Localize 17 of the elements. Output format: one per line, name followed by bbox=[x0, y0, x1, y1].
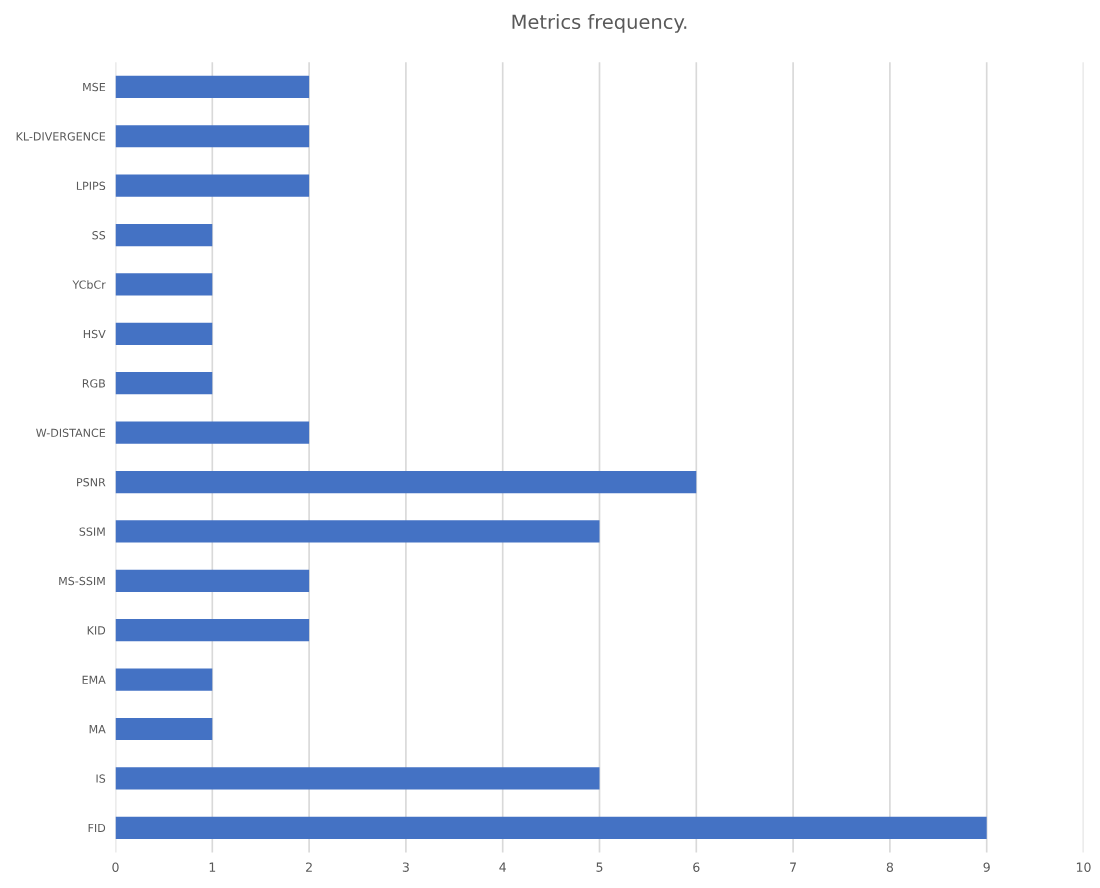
bar bbox=[115, 223, 213, 247]
bar bbox=[115, 75, 310, 98]
bar bbox=[115, 767, 600, 790]
bar bbox=[115, 322, 213, 345]
bar bbox=[115, 174, 310, 197]
bar bbox=[115, 520, 600, 543]
bar bbox=[115, 273, 213, 296]
chart-title: Metrics frequency. bbox=[512, 14, 687, 33]
bar bbox=[115, 717, 213, 741]
bar bbox=[115, 569, 310, 592]
bar bbox=[115, 372, 213, 395]
bar bbox=[115, 125, 310, 148]
bar bbox=[115, 421, 310, 444]
bar bbox=[115, 816, 987, 839]
bar bbox=[115, 668, 213, 691]
bar bbox=[115, 470, 697, 494]
bar bbox=[115, 619, 310, 642]
